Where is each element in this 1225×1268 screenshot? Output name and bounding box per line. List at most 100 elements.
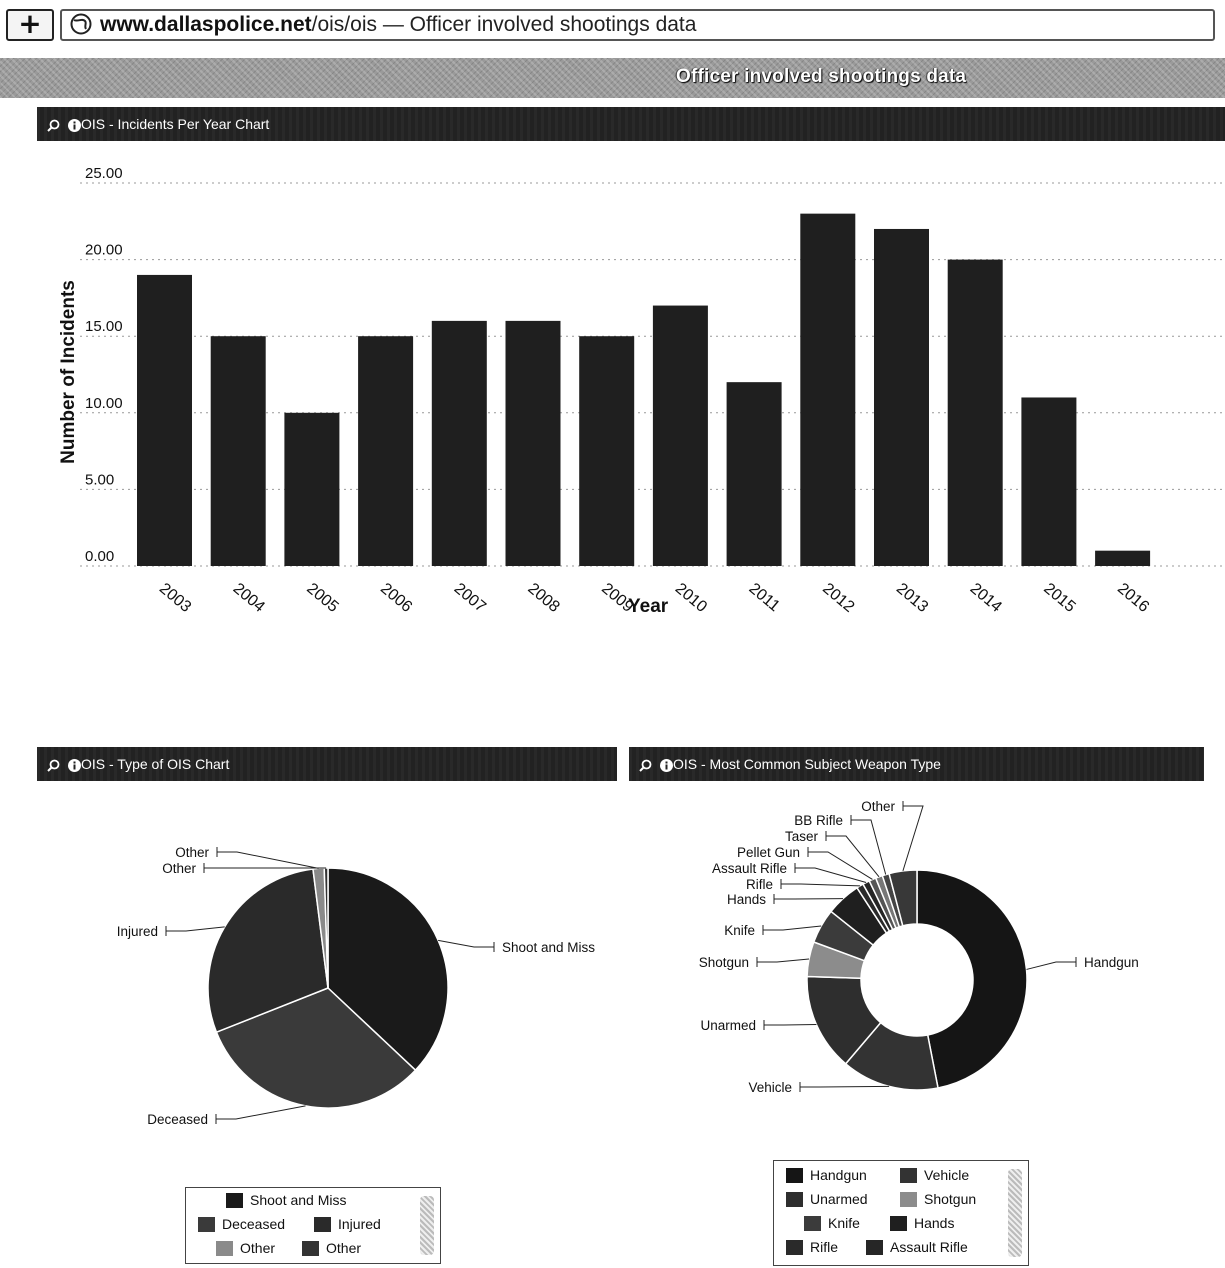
page-title: Officer involved shootings data xyxy=(676,66,967,87)
address-bar[interactable]: www.dallaspolice.net/ois/ois — Officer i… xyxy=(60,9,1215,41)
leader-line xyxy=(826,835,880,878)
slice-label: Pellet Gun xyxy=(737,845,800,860)
leader-line xyxy=(763,925,822,931)
leader-line xyxy=(217,851,319,869)
x-tick-label: 2006 xyxy=(377,580,415,616)
leader-line xyxy=(438,939,494,948)
legend-swatch xyxy=(226,1193,243,1208)
bar xyxy=(1021,397,1077,566)
legend-label: Handgun xyxy=(810,1167,867,1183)
legend-label: Deceased xyxy=(222,1216,286,1232)
legend-swatch xyxy=(314,1217,331,1232)
leader-line xyxy=(800,1085,890,1088)
y-tick-label: 25.00 xyxy=(85,165,123,182)
leader-line xyxy=(851,819,887,875)
slice-label: Rifle xyxy=(746,877,773,892)
bar xyxy=(431,320,487,566)
x-tick-label: 2004 xyxy=(230,580,268,616)
magnifier-icon[interactable] xyxy=(47,759,60,772)
info-icon[interactable] xyxy=(68,758,81,772)
slice-label: BB Rifle xyxy=(794,813,843,828)
bar xyxy=(726,382,782,566)
legend-label: Vehicle xyxy=(924,1167,970,1183)
legend-item[interactable]: Other xyxy=(302,1240,361,1256)
legend-label: Other xyxy=(240,1240,276,1256)
info-icon[interactable] xyxy=(660,758,673,772)
slice-label: Knife xyxy=(724,923,755,938)
legend-swatch xyxy=(786,1240,803,1255)
slice-label: Injured xyxy=(117,924,158,939)
leader-line xyxy=(902,805,924,872)
slice-label: Other xyxy=(175,845,209,860)
type-legend[interactable]: Shoot and Miss Deceased Injured Other Other xyxy=(185,1187,441,1264)
browser-toolbar: + www.dallaspolice.net/ois/ois — Officer… xyxy=(0,0,1225,44)
legend-label: Knife xyxy=(828,1215,860,1231)
slice-label: Other xyxy=(162,861,196,876)
legend-swatch xyxy=(302,1241,319,1256)
legend-item[interactable]: Knife xyxy=(804,1215,860,1231)
legend-label: Unarmed xyxy=(810,1191,868,1207)
incidents-panel-header: OIS - Incidents Per Year Chart xyxy=(37,107,1225,141)
legend-label: Injured xyxy=(338,1216,381,1232)
leader-line xyxy=(166,926,225,932)
weapon-panel-header: OIS - Most Common Subject Weapon Type xyxy=(629,747,1204,781)
slice-label: Unarmed xyxy=(700,1018,756,1033)
info-icon[interactable] xyxy=(68,118,81,132)
tab-title: — Officer involved shootings data xyxy=(376,13,697,36)
legend-item[interactable]: Shotgun xyxy=(900,1191,976,1207)
bar xyxy=(284,412,340,566)
slice-label: Shotgun xyxy=(699,955,749,970)
bar xyxy=(652,305,708,566)
legend-item[interactable]: Rifle xyxy=(786,1239,838,1255)
legend-scrollbar[interactable] xyxy=(1008,1169,1022,1257)
bar xyxy=(947,259,1003,566)
weapon-legend[interactable]: Handgun Vehicle Unarmed Shotgun Knife Hands Ri… xyxy=(773,1160,1029,1266)
bar xyxy=(210,336,266,566)
legend-item[interactable]: Assault Rifle xyxy=(866,1239,968,1255)
new-tab-button[interactable]: + xyxy=(6,9,54,41)
x-tick-label: 2014 xyxy=(967,580,1005,616)
magnifier-icon[interactable] xyxy=(639,759,652,772)
y-tick-label: 0.00 xyxy=(85,548,114,565)
slice-label: Deceased xyxy=(147,1112,208,1127)
x-axis-title: Year xyxy=(628,596,669,617)
pie-slice xyxy=(215,987,417,1109)
bar xyxy=(579,336,635,566)
magnifier-icon[interactable] xyxy=(47,119,60,132)
legend-item[interactable]: Other xyxy=(216,1240,275,1256)
legend-swatch xyxy=(786,1168,803,1183)
x-tick-label: 2007 xyxy=(451,580,489,616)
leader-line xyxy=(781,883,860,887)
pie-slice xyxy=(207,868,329,1034)
legend-item[interactable]: Handgun xyxy=(786,1167,867,1183)
x-tick-label: 2010 xyxy=(672,580,710,616)
bar xyxy=(505,320,561,566)
legend-swatch xyxy=(786,1192,803,1207)
x-tick-label: 2012 xyxy=(819,580,857,616)
legend-label: Other xyxy=(326,1240,362,1256)
slice-label: Handgun xyxy=(1084,955,1139,970)
legend-item[interactable]: Injured xyxy=(314,1216,381,1232)
x-tick-label: 2015 xyxy=(1040,580,1078,616)
legend-item[interactable]: Vehicle xyxy=(900,1167,969,1183)
leader-line xyxy=(757,958,810,963)
legend-item[interactable]: Deceased xyxy=(198,1216,285,1232)
type-panel-header: OIS - Type of OIS Chart xyxy=(37,747,617,781)
legend-label: Hands xyxy=(914,1215,955,1231)
x-tick-label: 2016 xyxy=(1114,580,1152,616)
legend-label: Shotgun xyxy=(924,1191,977,1207)
slice-label: Hands xyxy=(727,892,766,907)
legend-swatch xyxy=(900,1168,917,1183)
legend-scrollbar[interactable] xyxy=(420,1196,434,1255)
pie-slice xyxy=(916,869,1028,1089)
bar xyxy=(358,336,414,566)
y-tick-label: 20.00 xyxy=(85,242,123,259)
legend-item[interactable]: Unarmed xyxy=(786,1191,868,1207)
weapon-donut-chart: Handgun Vehicle Unarmed Shotgun Knife HandsRi… xyxy=(699,799,1139,1095)
legend-item[interactable]: Hands xyxy=(890,1215,954,1231)
bar xyxy=(1095,550,1151,566)
leader-line xyxy=(1026,961,1076,970)
bar xyxy=(137,274,192,566)
url-domain: www.dallaspolice.net xyxy=(100,13,312,36)
legend-item[interactable]: Shoot and Miss xyxy=(226,1192,347,1208)
